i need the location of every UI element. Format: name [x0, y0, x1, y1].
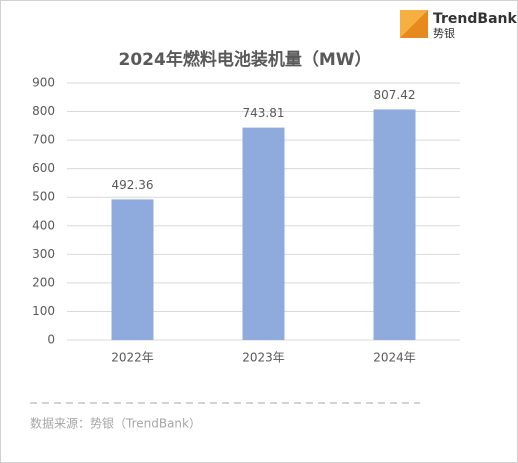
bar [373, 109, 416, 340]
value-label: 743.81 [243, 106, 285, 120]
logo-name: TrendBank [433, 11, 517, 27]
y-tick-label: 900 [32, 76, 55, 90]
value-label: 807.42 [374, 88, 416, 102]
y-tick-label: 500 [32, 190, 55, 204]
y-tick-label: 300 [32, 247, 55, 261]
y-tick-label: 700 [32, 133, 55, 147]
y-tick-label: 100 [32, 304, 55, 318]
y-tick-label: 200 [32, 275, 55, 289]
y-tick-label: 800 [32, 104, 55, 118]
bar [242, 127, 285, 340]
y-tick-label: 600 [32, 161, 55, 175]
logo: TrendBank 势银 [400, 10, 517, 40]
logo-icon-shade [400, 10, 428, 38]
source-note: 数据来源：势银（TrendBank） [30, 416, 201, 431]
bar [111, 199, 154, 340]
x-tick-label: 2022年 [111, 351, 154, 365]
x-tick-label: 2023年 [242, 351, 285, 365]
y-tick-label: 400 [32, 218, 55, 232]
logo-sub: 势银 [433, 26, 455, 40]
value-label: 492.36 [112, 178, 154, 192]
y-tick-label: 0 [47, 333, 55, 347]
x-tick-label: 2024年 [373, 351, 416, 365]
chart-title: 2024年燃料电池装机量（MW） [119, 49, 372, 70]
